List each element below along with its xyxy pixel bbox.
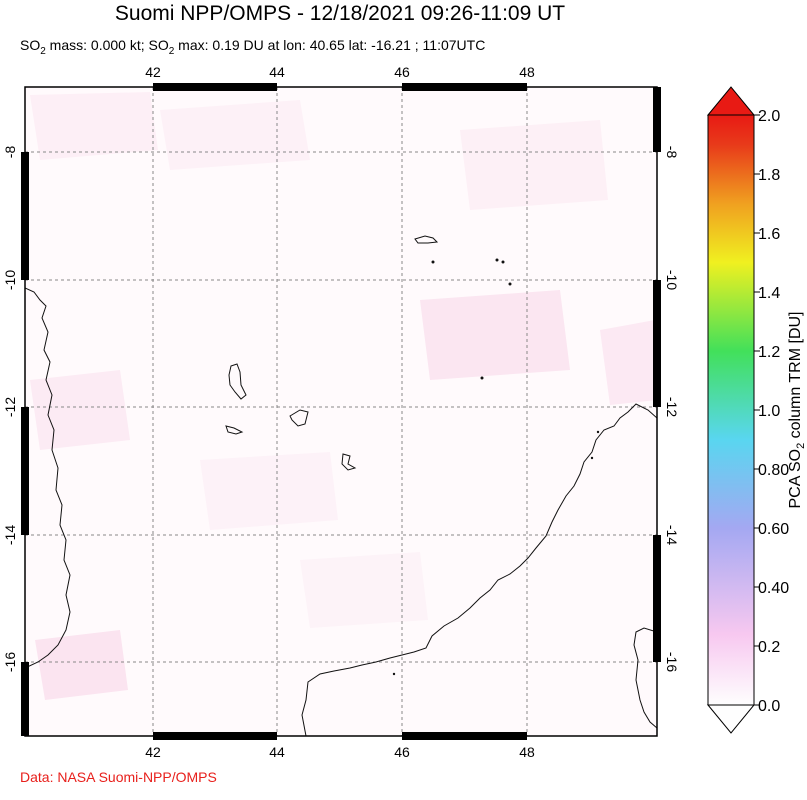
lat-tick-label: -12 bbox=[664, 397, 680, 417]
lon-tick-label: 46 bbox=[394, 64, 410, 80]
lat-tick-label: -8 bbox=[2, 146, 18, 159]
lon-tick-label: 46 bbox=[394, 744, 410, 760]
colorbar-tick-label: 0.0 bbox=[758, 698, 780, 715]
colorbar-tick-label: 0.60 bbox=[758, 521, 789, 538]
coastlines bbox=[25, 235, 657, 736]
lat-tick-label: -14 bbox=[664, 525, 680, 545]
lon-frame-bars bbox=[153, 83, 527, 740]
colorbar-tick-label: 1.8 bbox=[758, 167, 780, 184]
colorbar-tick-label: 0.40 bbox=[758, 580, 789, 597]
lat-tick-label: -10 bbox=[2, 270, 18, 290]
colorbar-tick-label: 0.2 bbox=[758, 639, 780, 656]
lat-tick-label: -16 bbox=[664, 652, 680, 672]
colorbar-tick-label: 2.0 bbox=[758, 108, 780, 125]
colorbar-tick-label: 0.80 bbox=[758, 462, 789, 479]
colorbar-tick-label: 1.2 bbox=[758, 344, 780, 361]
lat-tick-label: -12 bbox=[2, 397, 18, 417]
lon-tick-label: 48 bbox=[519, 64, 535, 80]
lat-tick-label: -16 bbox=[2, 652, 18, 672]
lat-frame-bars bbox=[21, 87, 661, 736]
lon-tick-label: 48 bbox=[519, 744, 535, 760]
colorbar-ramp bbox=[707, 114, 755, 706]
colorbar-min-arrow bbox=[706, 704, 756, 734]
lon-tick-label: 44 bbox=[269, 64, 285, 80]
lon-tick-label: 44 bbox=[269, 744, 285, 760]
colorbar-ticks bbox=[754, 114, 760, 706]
map-title: Suomi NPP/OMPS - 12/18/2021 09:26-11:09 … bbox=[114, 2, 566, 25]
colorbar-tick-label: 1.4 bbox=[758, 285, 780, 302]
colorbar: 2.0 1.8 1.6 1.4 1.2 1.0 0.80 0.60 0.40 0… bbox=[706, 86, 807, 734]
lat-tick-label: -14 bbox=[2, 525, 18, 545]
colorbar-label: PCA SO2 column TRM [DU] bbox=[787, 312, 807, 509]
lon-tick-label: 42 bbox=[145, 64, 161, 80]
islets bbox=[392, 258, 600, 676]
colorbar-max-arrow bbox=[706, 86, 756, 116]
colorbar-tick-label: 1.0 bbox=[758, 403, 780, 420]
map-subtitle: SO2 mass: 0.000 kt; SO2 max: 0.19 DU at … bbox=[20, 37, 486, 57]
lon-tick-label: 42 bbox=[145, 744, 161, 760]
lat-tick-label: -8 bbox=[664, 146, 680, 159]
lat-tick-label: -10 bbox=[664, 270, 680, 290]
data-credit: Data: NASA Suomi-NPP/OMPS bbox=[20, 769, 217, 785]
colorbar-tick-label: 1.6 bbox=[758, 226, 780, 243]
graticule bbox=[25, 87, 657, 736]
